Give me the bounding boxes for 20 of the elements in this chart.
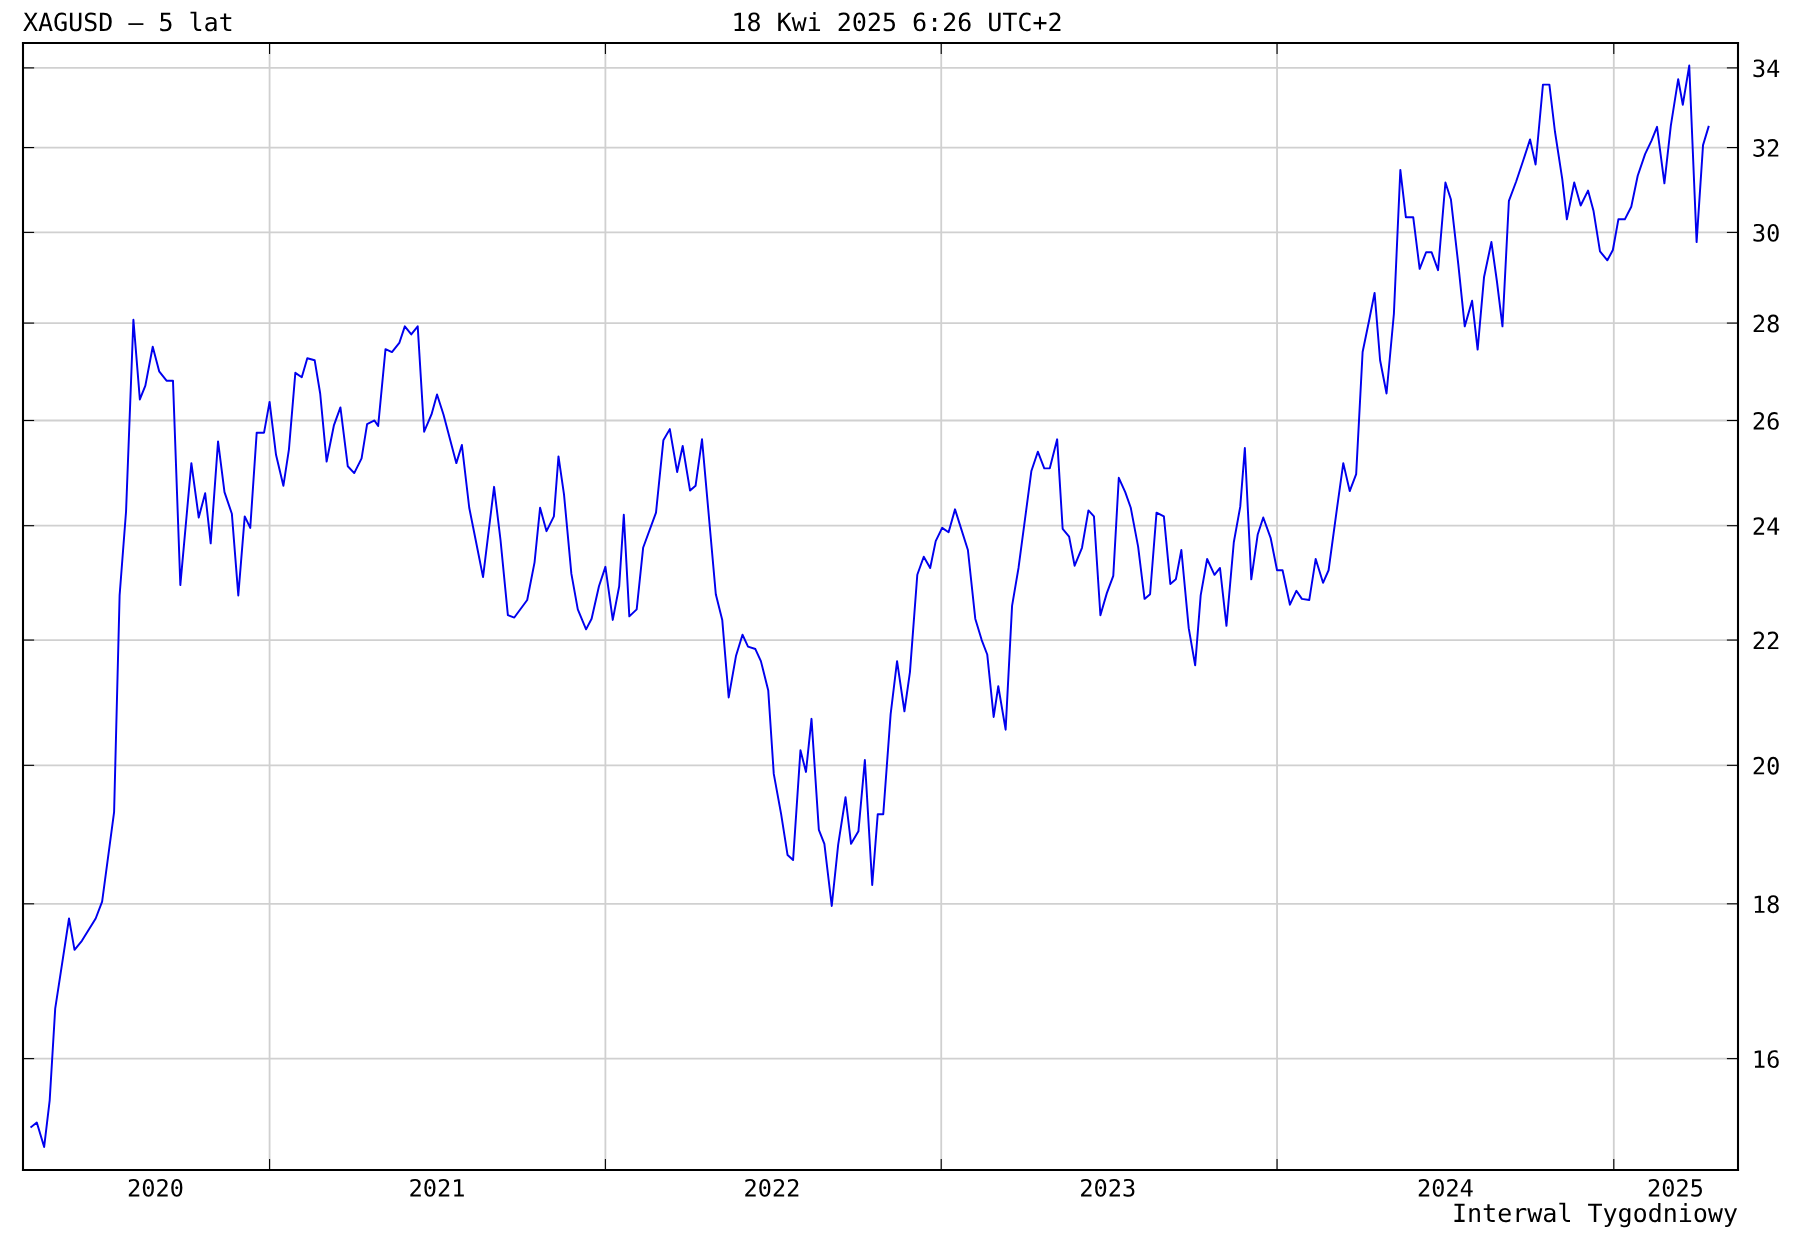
x-tick-label: 2023 [1081,1178,1135,1197]
x-tick-label: 2021 [410,1178,464,1197]
x-tick-label: 2020 [128,1178,183,1197]
y-tick-label: 28 [1753,314,1779,333]
y-tick-label: 18 [1754,895,1779,914]
y-tick-label: 20 [1753,756,1779,775]
y-tick-label: 30 [1753,223,1779,242]
text: Interwal Tygodniowy [1454,1202,1738,1228]
y-tick-label: 26 [1753,412,1779,430]
x-tick-label: 2025 [1648,1178,1702,1197]
x-tick-label: 2022 [745,1178,799,1197]
chart-subtitle: 18 Kwi 2025 6:26 UTC+2 [734,11,1061,32]
y-tick-label: 34 [1753,59,1780,78]
chart-title: XAGUSD – 5 lat [23,11,232,32]
y-tick-label: 32 [1753,139,1779,157]
y-tick-label: 22 [1753,631,1779,650]
x-tick-label: 2024 [1418,1178,1473,1197]
line-series [30,64,1710,1148]
y-tick-label: 24 [1753,517,1780,535]
y-tick-label: 16 [1754,1050,1779,1068]
